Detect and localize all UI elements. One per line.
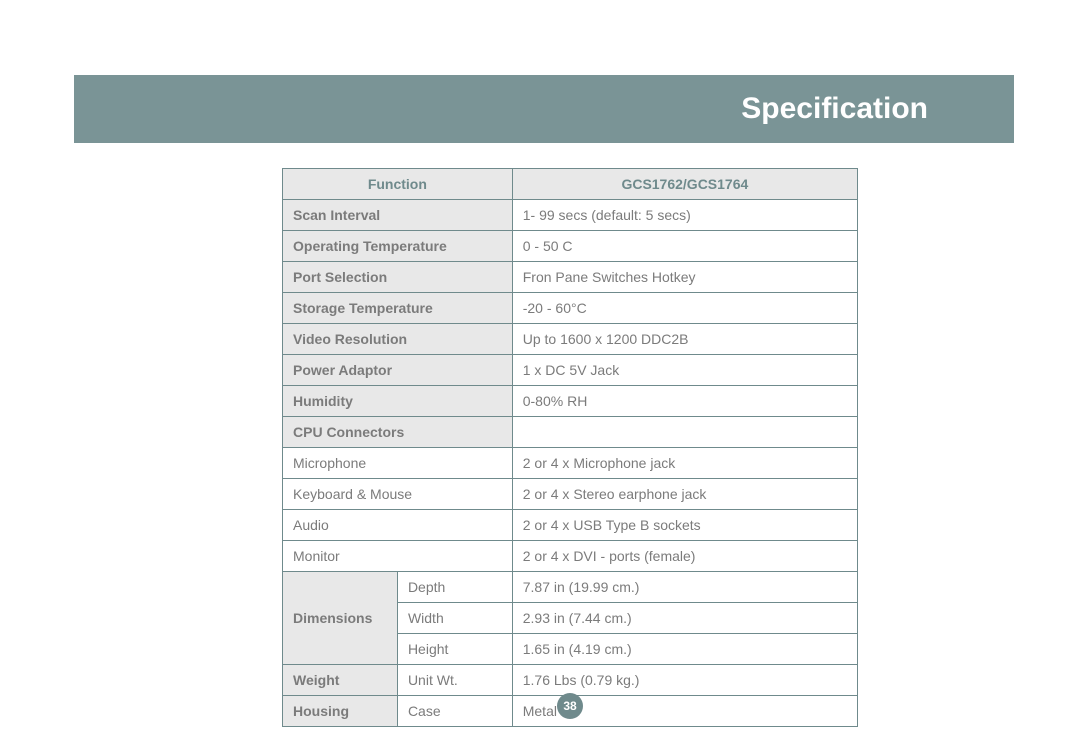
spec-label: Scan Interval [283, 200, 513, 231]
table-row: Weight Unit Wt. 1.76 Lbs (0.79 kg.) [283, 665, 858, 696]
group-label-dimensions: Dimensions [283, 572, 398, 665]
spec-sublabel: Unit Wt. [397, 665, 512, 696]
col-header-model: GCS1762/GCS1764 [512, 169, 857, 200]
spec-value: 1.65 in (4.19 cm.) [512, 634, 857, 665]
spec-label: Port Selection [283, 262, 513, 293]
spec-sublabel: Microphone [283, 448, 513, 479]
table-row: Power Adaptor 1 x DC 5V Jack [283, 355, 858, 386]
page-banner: Specification [74, 75, 1014, 143]
spec-value: 1 x DC 5V Jack [512, 355, 857, 386]
page-number: 38 [563, 699, 576, 713]
table-row: Monitor 2 or 4 x DVI - ports (female) [283, 541, 858, 572]
table-row: Video Resolution Up to 1600 x 1200 DDC2B [283, 324, 858, 355]
spec-sublabel: Width [397, 603, 512, 634]
table-row: Microphone 2 or 4 x Microphone jack [283, 448, 858, 479]
spec-label: Video Resolution [283, 324, 513, 355]
spec-value: 1- 99 secs (default: 5 secs) [512, 200, 857, 231]
spec-value: 2 or 4 x Microphone jack [512, 448, 857, 479]
spec-value: 2.93 in (7.44 cm.) [512, 603, 857, 634]
table-row: Port Selection Fron Pane Switches Hotkey [283, 262, 858, 293]
page-title: Specification [741, 92, 928, 126]
spec-table-container: Function GCS1762/GCS1764 Scan Interval 1… [282, 168, 858, 727]
spec-value: -20 - 60°C [512, 293, 857, 324]
page-number-badge: 38 [557, 693, 583, 719]
table-row: Operating Temperature 0 - 50 C [283, 231, 858, 262]
spec-value: 0 - 50 C [512, 231, 857, 262]
spec-sublabel: Case [397, 696, 512, 727]
spec-sublabel: Depth [397, 572, 512, 603]
spec-value: Fron Pane Switches Hotkey [512, 262, 857, 293]
spec-value: 2 or 4 x USB Type B sockets [512, 510, 857, 541]
table-row: Humidity 0-80% RH [283, 386, 858, 417]
spec-sublabel: Keyboard & Mouse [283, 479, 513, 510]
spec-label: Operating Temperature [283, 231, 513, 262]
spec-label: Power Adaptor [283, 355, 513, 386]
spec-value: Up to 1600 x 1200 DDC2B [512, 324, 857, 355]
spec-label: Storage Temperature [283, 293, 513, 324]
table-row: CPU Connectors [283, 417, 858, 448]
spec-value: 2 or 4 x DVI - ports (female) [512, 541, 857, 572]
col-header-function: Function [283, 169, 513, 200]
table-row: Keyboard & Mouse 2 or 4 x Stereo earphon… [283, 479, 858, 510]
spec-value: 1.76 Lbs (0.79 kg.) [512, 665, 857, 696]
table-header-row: Function GCS1762/GCS1764 [283, 169, 858, 200]
group-label-housing: Housing [283, 696, 398, 727]
table-row: Audio 2 or 4 x USB Type B sockets [283, 510, 858, 541]
spec-label: Humidity [283, 386, 513, 417]
spec-value: 2 or 4 x Stereo earphone jack [512, 479, 857, 510]
table-row: Dimensions Depth 7.87 in (19.99 cm.) [283, 572, 858, 603]
section-header-cpu: CPU Connectors [283, 417, 513, 448]
spec-sublabel: Height [397, 634, 512, 665]
group-label-weight: Weight [283, 665, 398, 696]
table-row: Scan Interval 1- 99 secs (default: 5 sec… [283, 200, 858, 231]
spec-sublabel: Monitor [283, 541, 513, 572]
spec-value: 7.87 in (19.99 cm.) [512, 572, 857, 603]
table-row: Storage Temperature -20 - 60°C [283, 293, 858, 324]
spec-value: 0-80% RH [512, 386, 857, 417]
spec-value-empty [512, 417, 857, 448]
spec-table: Function GCS1762/GCS1764 Scan Interval 1… [282, 168, 858, 727]
spec-sublabel: Audio [283, 510, 513, 541]
